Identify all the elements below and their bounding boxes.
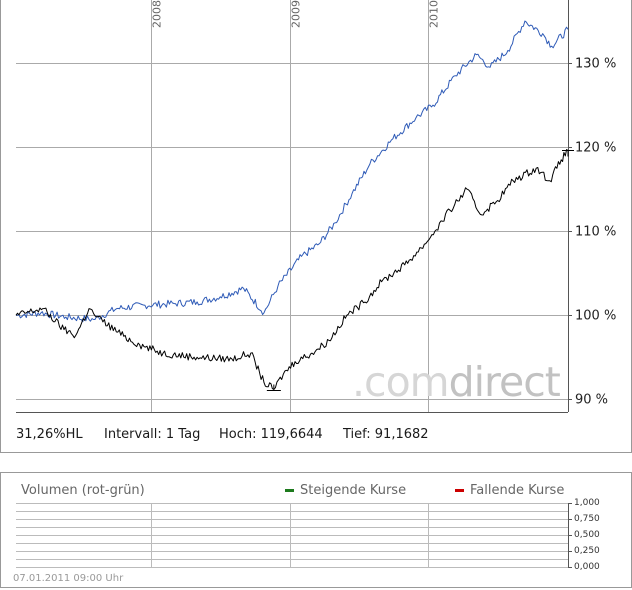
volume-tick-label: 0,750: [574, 514, 600, 524]
year-tick-labels: 2008 2009 2010: [151, 0, 441, 28]
y-tick-label: 120 %: [575, 141, 616, 156]
legend-rising-swatch: [285, 489, 294, 492]
performance-stat: 31,26%HL: [16, 427, 83, 442]
volume-tick-label: 0,000: [574, 562, 600, 572]
y-tick-label: 100 %: [575, 309, 616, 324]
interval-stat: Intervall: 1 Tag: [104, 427, 201, 442]
timestamp: 07.01.2011 09:00 Uhr: [13, 573, 124, 584]
legend-falling: Fallende Kurse: [455, 483, 564, 498]
series-line: [15, 149, 569, 390]
x-tick-label: 2010: [428, 0, 441, 28]
volume-chart-grid: [16, 503, 572, 568]
y-tick-label: 130 %: [575, 57, 616, 72]
legend-falling-label: Fallende Kurse: [470, 483, 565, 498]
volume-title: Volumen (rot-grün): [21, 483, 145, 498]
legend-rising-label: Steigende Kurse: [300, 483, 407, 498]
comdirect-watermark-logo: .comdirect: [352, 358, 561, 406]
volume-tick-label: 0,250: [574, 546, 600, 556]
legend-falling-swatch: [455, 489, 464, 492]
legend-rising: Steigende Kurse: [285, 483, 406, 498]
watermark-dotcom: .com: [352, 358, 450, 406]
volume-tick-label: 0,500: [574, 530, 600, 540]
price-chart-grid: [16, 0, 572, 412]
y-tick-label: 90 %: [575, 393, 608, 408]
percent-tick-labels: 90 % 100 % 110 % 120 % 130 %: [575, 57, 616, 408]
watermark-direct: direct: [448, 358, 561, 406]
x-tick-label: 2009: [290, 0, 303, 28]
series-line: [15, 20, 569, 323]
x-tick-label: 2008: [151, 0, 164, 28]
volume-tick-label: 1,000: [574, 498, 600, 508]
high-low-markers: [266, 150, 574, 391]
y-tick-label: 110 %: [575, 225, 616, 240]
price-series: [15, 20, 569, 390]
low-stat: Tief: 91,1682: [343, 427, 429, 442]
high-stat: Hoch: 119,6644: [219, 427, 323, 442]
